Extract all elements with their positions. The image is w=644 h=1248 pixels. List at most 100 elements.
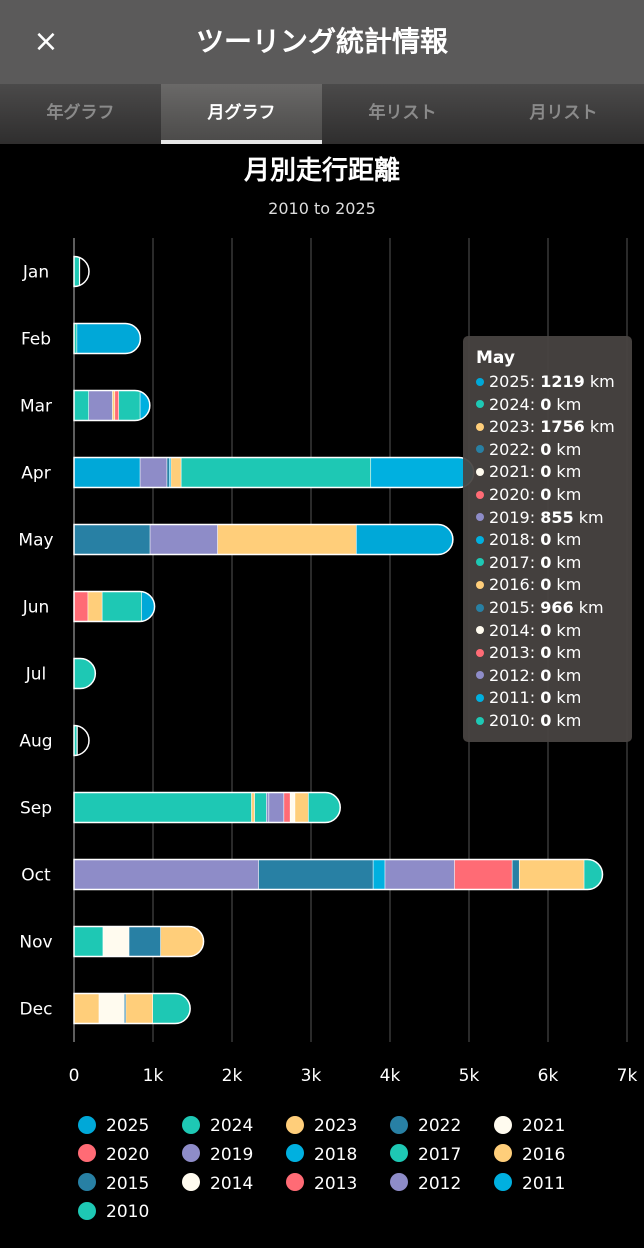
legend-item-2025[interactable]: 2025 <box>78 1112 149 1140</box>
bar-segment-2023[interactable] <box>112 390 116 421</box>
bar-segment-2024[interactable] <box>153 993 191 1024</box>
legend-swatch <box>78 1173 96 1192</box>
bar-segment-2018[interactable] <box>140 390 150 421</box>
bar-may[interactable] <box>74 524 453 555</box>
bar-segment-2024[interactable] <box>74 725 78 756</box>
bar-segment-2019[interactable] <box>140 457 168 488</box>
close-icon[interactable]: × <box>33 24 59 59</box>
bar-segment-2020[interactable] <box>74 591 89 622</box>
tab-month-graph[interactable]: 月グラフ <box>161 84 322 144</box>
bar-segment-2017[interactable] <box>119 390 141 421</box>
bar-segment-2023[interactable] <box>171 457 182 488</box>
bar-segment-2012[interactable] <box>269 792 285 823</box>
bar-segment-2018[interactable] <box>371 457 474 488</box>
legend-swatch <box>390 1173 408 1192</box>
bar-segment-2016[interactable] <box>295 792 309 823</box>
tooltip-unit: km <box>551 462 582 482</box>
bar-dec[interactable] <box>74 993 191 1024</box>
tooltip-unit: km <box>551 439 582 459</box>
bar-jan[interactable] <box>74 256 81 287</box>
bar-segment-2024[interactable] <box>74 658 96 689</box>
bar-segment-2020[interactable] <box>454 859 513 890</box>
tab-year-list[interactable]: 年リスト <box>368 103 437 123</box>
bar-segment-2020[interactable] <box>284 792 291 823</box>
tooltip-unit: km <box>551 485 582 504</box>
tooltip-value: 0 <box>540 552 552 572</box>
bar-segment-2025[interactable] <box>74 457 141 488</box>
tooltip-row-2023: 2023: 1756 km <box>476 416 615 438</box>
legend-item-2022[interactable]: 2022 <box>390 1112 461 1140</box>
tab-year-graph[interactable]: 年グラフ <box>46 103 115 123</box>
bar-segment-2024[interactable] <box>74 390 90 421</box>
legend-item-2010[interactable]: 2010 <box>78 1198 149 1226</box>
legend-item-2011[interactable]: 2011 <box>494 1170 565 1198</box>
bar-segment-2024[interactable] <box>74 926 104 957</box>
bar-segment-2022[interactable] <box>129 926 161 957</box>
legend-item-2024[interactable]: 2024 <box>182 1112 253 1140</box>
bar-segment-2024[interactable] <box>102 591 142 622</box>
bar-segment-2022[interactable] <box>512 859 520 890</box>
legend-item-2016[interactable]: 2016 <box>494 1141 565 1169</box>
legend-item-2014[interactable]: 2014 <box>182 1170 253 1198</box>
bar-segment-2022[interactable] <box>124 993 127 1024</box>
bar-segment-2018[interactable] <box>373 859 386 890</box>
bar-jul[interactable] <box>74 658 96 689</box>
bar-segment-2025[interactable] <box>356 524 453 555</box>
bar-segment-2023[interactable] <box>74 993 100 1024</box>
bar-jun[interactable] <box>74 591 155 622</box>
bar-segment-2025[interactable] <box>77 323 141 354</box>
bar-aug[interactable] <box>74 725 78 756</box>
bar-mar[interactable] <box>74 390 150 421</box>
bar-segment-2021[interactable] <box>290 792 296 823</box>
legend-item-2021[interactable]: 2021 <box>494 1112 565 1140</box>
bar-apr[interactable] <box>74 457 474 488</box>
bar-segment-2024[interactable] <box>584 859 603 890</box>
bar-segment-2018[interactable] <box>169 457 172 488</box>
bar-segment-2023[interactable] <box>217 524 357 555</box>
bar-segment-2024[interactable] <box>74 792 252 823</box>
legend-item-2013[interactable]: 2013 <box>286 1170 357 1198</box>
bar-segment-2019[interactable] <box>266 792 270 823</box>
bar-segment-2022[interactable] <box>258 859 374 890</box>
bar-segment-2023[interactable] <box>251 792 255 823</box>
legend-item-2017[interactable]: 2017 <box>390 1141 461 1169</box>
legend-item-2023[interactable]: 2023 <box>286 1112 357 1140</box>
bar-segment-2015[interactable] <box>74 524 151 555</box>
bar-segment-2021[interactable] <box>103 926 130 957</box>
x-tick-label: 5k <box>459 1066 480 1086</box>
bar-segment-2017[interactable] <box>254 792 267 823</box>
bar-segment-2016[interactable] <box>126 993 153 1024</box>
bar-segment-2019[interactable] <box>150 524 218 555</box>
legend-swatch <box>390 1115 408 1134</box>
tooltip-unit: km <box>551 620 582 640</box>
tooltip-unit: km <box>551 665 582 685</box>
bar-segment-2022[interactable] <box>167 457 170 488</box>
bar-segment-2024[interactable] <box>74 323 78 354</box>
bar-sep[interactable] <box>74 792 341 823</box>
bar-outline <box>73 255 90 288</box>
legend-label: 2010 <box>106 1202 150 1223</box>
bar-segment-2023[interactable] <box>160 926 204 957</box>
legend-item-2020[interactable]: 2020 <box>78 1141 149 1169</box>
legend-item-2012[interactable]: 2012 <box>390 1170 461 1198</box>
bar-segment-2019[interactable] <box>385 859 455 890</box>
bar-segment-2024[interactable] <box>74 256 80 287</box>
bar-segment-2019[interactable] <box>89 390 113 421</box>
bar-segment-2025[interactable] <box>141 591 155 622</box>
bar-feb[interactable] <box>74 323 141 354</box>
bar-nov[interactable] <box>74 926 204 957</box>
bar-oct[interactable] <box>74 859 603 890</box>
bar-segment-2020[interactable] <box>115 390 120 421</box>
bar-segment-2024[interactable] <box>181 457 372 488</box>
bar-segment-2021[interactable] <box>99 993 125 1024</box>
bar-segment-2024[interactable] <box>308 792 341 823</box>
legend-item-2018[interactable]: 2018 <box>286 1141 357 1169</box>
bar-segment-2023[interactable] <box>88 591 103 622</box>
tooltip-row-2015: 2015: 966 km <box>476 597 604 619</box>
bar-segment-2019[interactable] <box>74 859 259 890</box>
tooltip-year: 2023: <box>489 417 541 437</box>
tab-month-list[interactable]: 月リスト <box>529 103 598 123</box>
legend-item-2019[interactable]: 2019 <box>182 1141 253 1169</box>
bar-segment-2023[interactable] <box>519 859 585 890</box>
legend-item-2015[interactable]: 2015 <box>78 1170 149 1198</box>
